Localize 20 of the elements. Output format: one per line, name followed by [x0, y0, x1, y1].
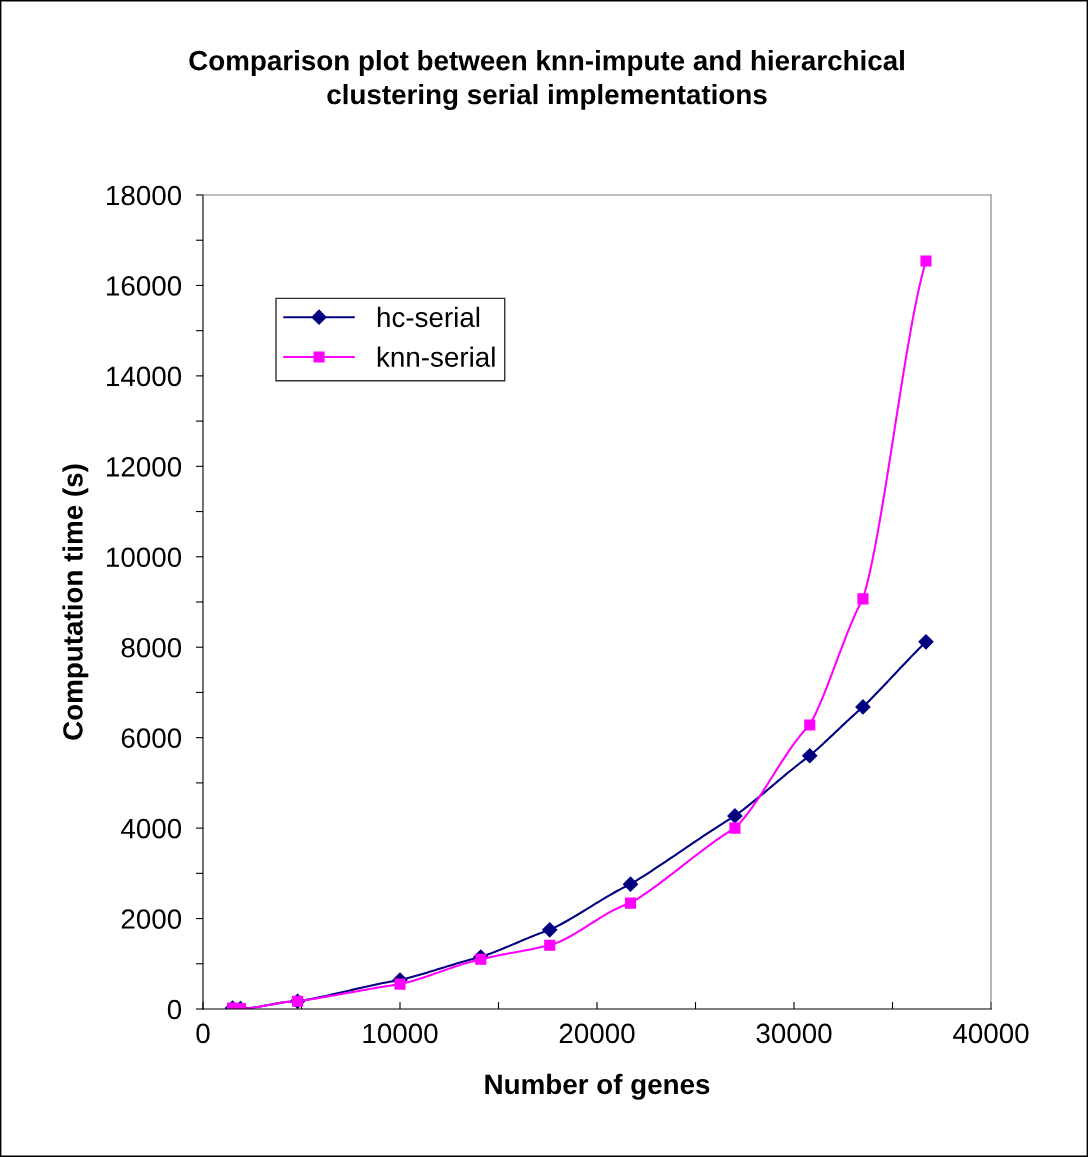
y-tick-label: 12000	[107, 457, 182, 477]
y-tick-label: 10000	[107, 547, 182, 568]
y-tick-label: 8000	[121, 637, 182, 658]
y-tick-label: 14000	[107, 366, 182, 387]
x-tick-label: 20000	[559, 1023, 635, 1044]
y-tick-label: 16000	[107, 276, 182, 296]
x-tick-label: 0	[196, 1023, 210, 1044]
y-tick-label: 18000	[107, 185, 182, 206]
chart-title: Comparison plot between knn-impute and hierarchical clustering serial implementations	[189, 50, 904, 110]
x-tick-label: 40000	[953, 1023, 1029, 1044]
legend-label: knn-serial	[377, 346, 495, 367]
x-axis-title: Number of genes	[485, 1073, 710, 1100]
y-axis-title: Computation time (s)	[62, 464, 89, 740]
x-tick-label: 10000	[363, 1023, 438, 1044]
y-tick-label: 2000	[121, 909, 182, 929]
y-tick-label: 0	[167, 999, 182, 1020]
legend-label: hc-serial	[377, 306, 480, 328]
y-tick-label: 6000	[121, 728, 182, 749]
y-tick-label: 4000	[121, 818, 182, 839]
x-tick-label: 30000	[756, 1023, 832, 1044]
